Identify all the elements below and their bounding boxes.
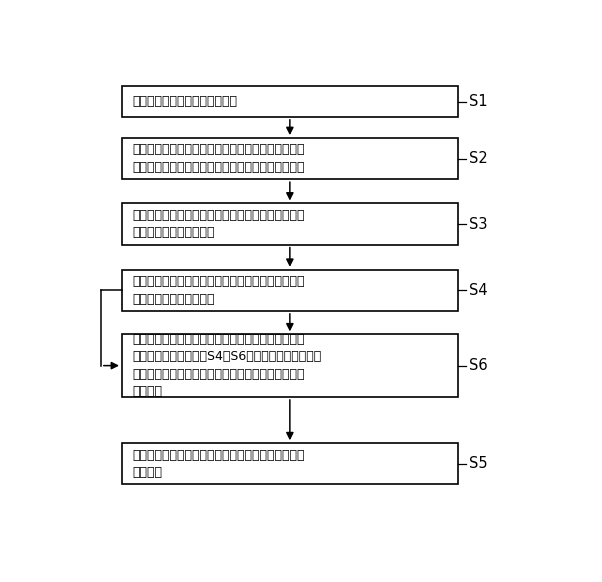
FancyBboxPatch shape <box>122 86 458 117</box>
FancyBboxPatch shape <box>122 443 458 484</box>
Text: 用聚焦激光束照射指定的手机塑壳外表面位置，使手
机塑壳外表面指定图形部位活化，粗糙图形部位表面: 用聚焦激光束照射指定的手机塑壳外表面位置，使手 机塑壳外表面指定图形部位活化，粗… <box>132 143 305 174</box>
Text: 打磨步骤，在所述初次喷涂底漆后进行手机塑壳外表
面进行打磨，循环步骤S4、S6步骤，直至手机塑壳外
表面在喷涂底漆打磨后手机塑壳塑料与金属膜填充高
度一致。: 打磨步骤，在所述初次喷涂底漆后进行手机塑壳外表 面进行打磨，循环步骤S4、S6步… <box>132 333 321 398</box>
Text: S1: S1 <box>470 94 488 109</box>
Text: 在所述手机塑壳外表面上喷涂底漆，用于遮盖手机塑
壳外表面电镀上的金属膜: 在所述手机塑壳外表面上喷涂底漆，用于遮盖手机塑 壳外表面电镀上的金属膜 <box>132 275 305 306</box>
Text: 提供一经过注塑成型的手机塑壳: 提供一经过注塑成型的手机塑壳 <box>132 95 237 108</box>
FancyBboxPatch shape <box>122 269 458 311</box>
Text: S2: S2 <box>470 151 488 166</box>
Text: S3: S3 <box>470 217 488 232</box>
Text: 在所述手机塑壳外表面上喷涂面漆，用于成型手机塑
壳成型件: 在所述手机塑壳外表面上喷涂面漆，用于成型手机塑 壳成型件 <box>132 449 305 479</box>
FancyBboxPatch shape <box>122 334 458 397</box>
Text: S4: S4 <box>470 283 488 298</box>
Text: S6: S6 <box>470 358 488 373</box>
Text: S5: S5 <box>470 456 488 471</box>
FancyBboxPatch shape <box>122 138 458 179</box>
FancyBboxPatch shape <box>122 203 458 244</box>
Text: 将被激光活化的图形部位电镀上金属膜，实现在手机
塑壳外表面上天线的功能: 将被激光活化的图形部位电镀上金属膜，实现在手机 塑壳外表面上天线的功能 <box>132 209 305 239</box>
